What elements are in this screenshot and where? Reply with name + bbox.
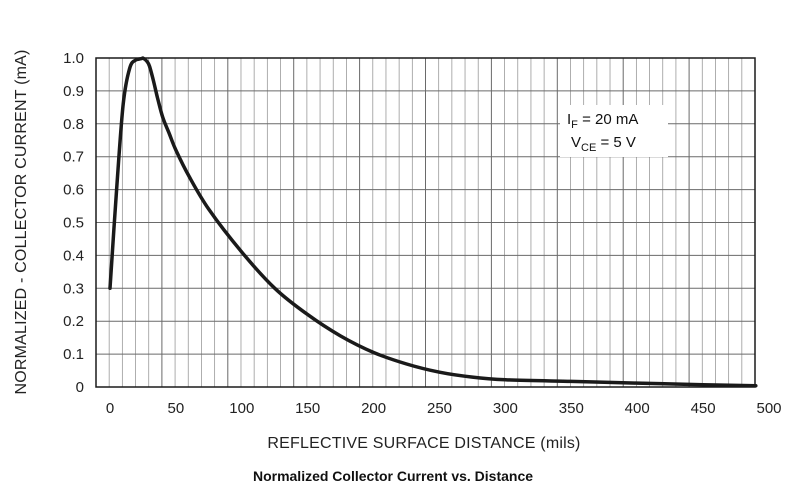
y-tick-labels: 0 0.1 0.2 0.3 0.4 0.5 0.6 0.7 0.8 0.9 1.0 bbox=[63, 50, 84, 396]
x-axis-label: REFLECTIVE SURFACE DISTANCE (mils) bbox=[267, 435, 580, 452]
y-tick-label: 1.0 bbox=[63, 50, 84, 67]
x-tick-label: 450 bbox=[691, 400, 716, 417]
x-tick-labels: 0 50 100 150 200 250 300 350 400 450 500 bbox=[106, 400, 782, 417]
figure-caption: Normalized Collector Current vs. Distanc… bbox=[252, 468, 534, 484]
x-tick-label: 400 bbox=[625, 400, 650, 417]
x-tick-label: 300 bbox=[493, 400, 518, 417]
x-tick-label: 50 bbox=[168, 400, 185, 417]
annotation-box bbox=[560, 105, 668, 157]
y-tick-label: 0.5 bbox=[63, 215, 84, 232]
major-gridlines bbox=[96, 58, 755, 387]
x-tick-label: 350 bbox=[559, 400, 584, 417]
annotation-if: IF = 20 mA bbox=[567, 111, 638, 131]
y-axis-label: NORMALIZED - COLLECTOR CURRENT (mA) bbox=[13, 49, 30, 394]
y-tick-label: 0.9 bbox=[63, 83, 84, 100]
annotation-vce: VCE = 5 V bbox=[571, 134, 636, 154]
y-tick-label: 0.3 bbox=[63, 280, 84, 297]
y-tick-label: 0.8 bbox=[63, 116, 84, 133]
plot-frame bbox=[95, 57, 756, 388]
chart: 0 50 100 150 200 250 300 350 400 450 500 0 0.1 0.2 0.… bbox=[13, 49, 782, 452]
y-tick-label: 0.6 bbox=[63, 182, 84, 199]
y-tick-label: 0 bbox=[76, 379, 84, 396]
x-tick-label: 200 bbox=[361, 400, 386, 417]
x-tick-label: 0 bbox=[106, 400, 114, 417]
x-tick-label: 500 bbox=[756, 400, 781, 417]
series-line bbox=[108, 56, 758, 388]
y-tick-label: 0.1 bbox=[63, 346, 84, 363]
x-tick-label: 100 bbox=[229, 400, 254, 417]
x-tick-label: 250 bbox=[427, 400, 452, 417]
y-tick-label: 0.7 bbox=[63, 149, 84, 166]
x-tick-label: 150 bbox=[295, 400, 320, 417]
y-tick-label: 0.4 bbox=[63, 247, 84, 264]
y-tick-label: 0.2 bbox=[63, 313, 84, 330]
